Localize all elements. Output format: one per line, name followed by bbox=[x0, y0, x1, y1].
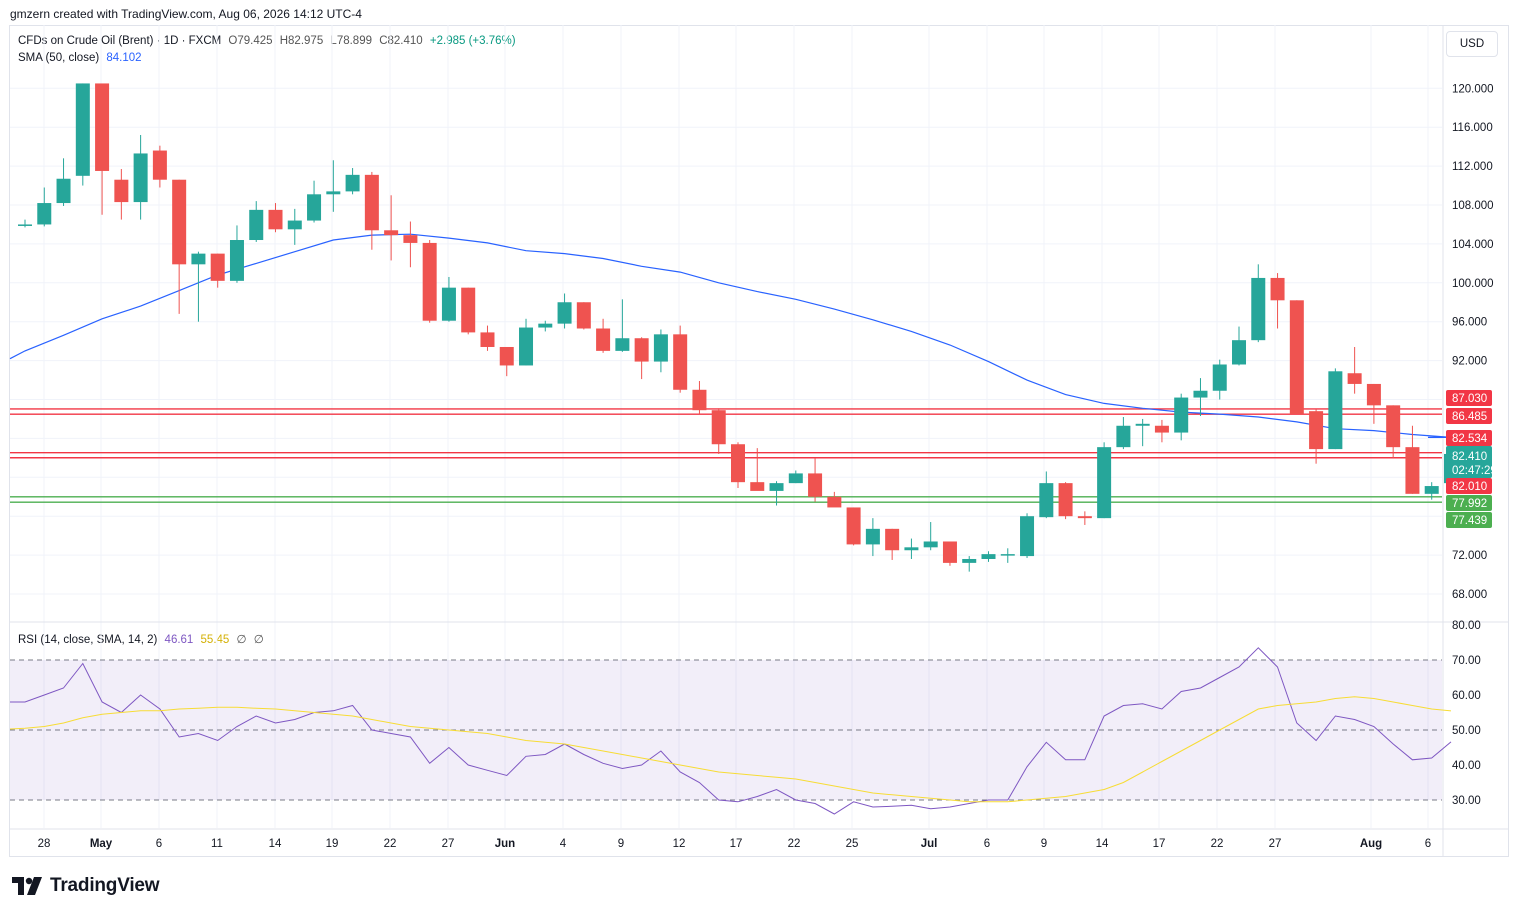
rsi-ma-value: 55.45 bbox=[200, 634, 230, 646]
ohlc-high: H82.975 bbox=[279, 35, 324, 47]
tradingview-logo-icon bbox=[12, 877, 42, 895]
sma-label[interactable]: SMA (50, close) bbox=[18, 52, 100, 64]
price-change: +2.985 (+3.76%) bbox=[429, 35, 516, 47]
rsi-extra-2: ∅ bbox=[253, 634, 264, 646]
ohlc-close: C82.410 bbox=[379, 35, 423, 47]
sma-value: 84.102 bbox=[106, 52, 142, 64]
rsi-extra-1: ∅ bbox=[236, 634, 247, 646]
rsi-label[interactable]: RSI (14, close, SMA, 14, 2) bbox=[18, 634, 158, 646]
tradingview-wordmark: TradingView bbox=[50, 875, 160, 896]
rsi-legend: RSI (14, close, SMA, 14, 2) 46.61 55.45 … bbox=[18, 632, 268, 646]
sma-legend: SMA (50, close) 84.102 bbox=[18, 52, 146, 64]
chart-credit: gmzern created with TradingView.com, Aug… bbox=[10, 7, 362, 21]
symbol-name[interactable]: CFDs on Crude Oil (Brent) · 1D · FXCM bbox=[18, 35, 222, 47]
rsi-value: 46.61 bbox=[164, 634, 194, 646]
currency-button[interactable]: USD bbox=[1446, 31, 1498, 57]
ohlc-open: O79.425 bbox=[228, 35, 273, 47]
tradingview-logo: TradingView bbox=[12, 875, 160, 897]
chart-frame bbox=[9, 25, 1509, 857]
ohlc-low: L78.899 bbox=[330, 35, 372, 47]
symbol-legend: CFDs on Crude Oil (Brent) · 1D · FXCM O7… bbox=[18, 35, 520, 47]
